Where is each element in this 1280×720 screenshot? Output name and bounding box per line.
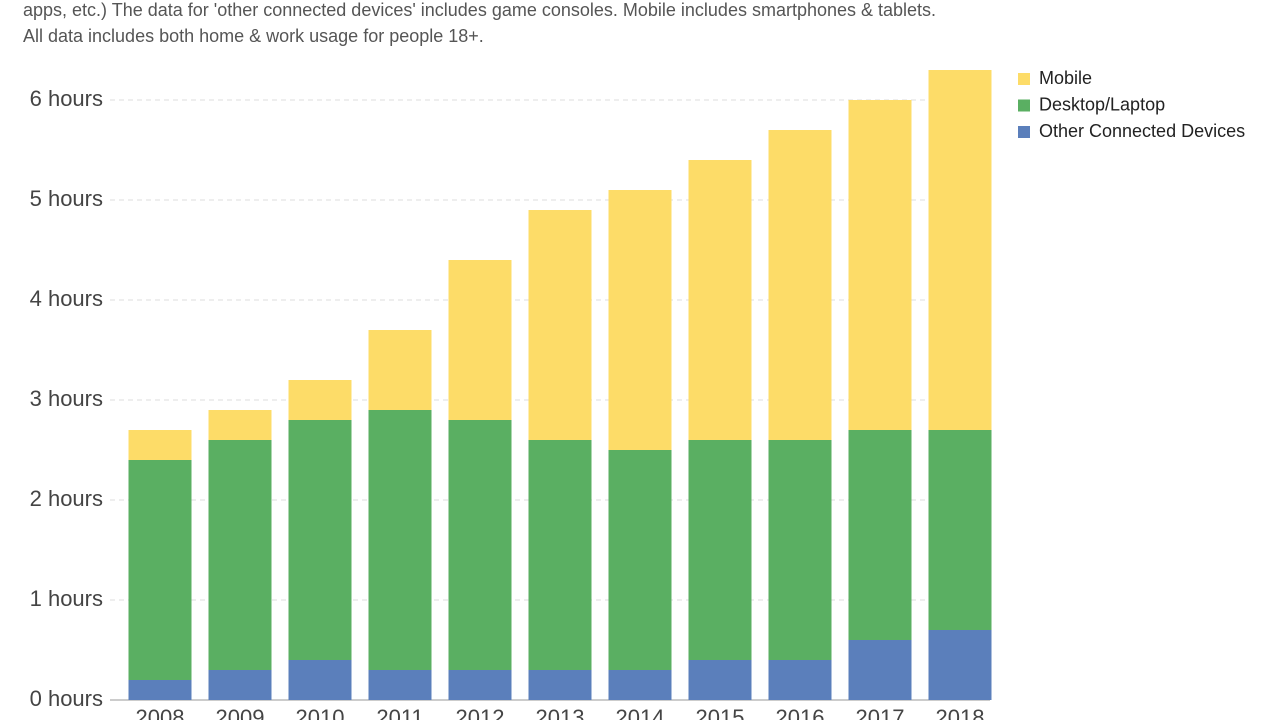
legend-label: Desktop/Laptop (1039, 94, 1165, 114)
bar-segment (688, 160, 752, 440)
bar-segment (208, 670, 272, 700)
y-tick-label: 0 hours (30, 686, 103, 711)
bar-segment (208, 410, 272, 440)
x-tick-label: 2018 (936, 705, 985, 720)
bar-segment (688, 660, 752, 700)
bar-segment (288, 380, 352, 420)
bar-segment (608, 450, 672, 670)
bar-segment (768, 660, 832, 700)
subtitle: apps, etc.) The data for 'other connecte… (23, 0, 936, 20)
bar-segment (128, 430, 192, 460)
legend-label: Mobile (1039, 68, 1092, 88)
x-tick-label: 2017 (856, 705, 905, 720)
bar-segment (448, 670, 512, 700)
legend-label: Other Connected Devices (1039, 121, 1245, 141)
y-tick-label: 1 hours (30, 586, 103, 611)
bar-segment (768, 440, 832, 660)
bar-segment (928, 430, 992, 630)
y-tick-label: 5 hours (30, 186, 103, 211)
y-tick-label: 6 hours (30, 86, 103, 111)
x-tick-label: 2010 (296, 705, 345, 720)
bar-segment (608, 670, 672, 700)
legend-swatch (1018, 126, 1030, 138)
bar-segment (928, 70, 992, 430)
bar-segment (528, 210, 592, 440)
bar-segment (528, 670, 592, 700)
bar-segment (848, 100, 912, 430)
bar-segment (768, 130, 832, 440)
bar-segment (448, 420, 512, 670)
y-tick-label: 2 hours (30, 486, 103, 511)
x-tick-label: 2013 (536, 705, 585, 720)
bar-segment (208, 440, 272, 670)
x-tick-label: 2014 (616, 705, 665, 720)
bar-segment (848, 640, 912, 700)
bar-segment (848, 430, 912, 640)
bar-segment (528, 440, 592, 670)
x-tick-label: 2015 (696, 705, 745, 720)
x-tick-label: 2009 (216, 705, 265, 720)
bar-segment (368, 330, 432, 410)
bar-segment (448, 260, 512, 420)
bar-segment (688, 440, 752, 660)
x-tick-label: 2012 (456, 705, 505, 720)
bar-segment (368, 670, 432, 700)
bar-segment (368, 410, 432, 670)
legend-swatch (1018, 99, 1030, 112)
subtitle: All data includes both home & work usage… (23, 26, 484, 46)
y-tick-label: 3 hours (30, 386, 103, 411)
legend-swatch (1018, 73, 1030, 85)
y-tick-label: 4 hours (30, 286, 103, 311)
bar-segment (288, 420, 352, 660)
x-tick-label: 2008 (136, 705, 185, 720)
bar-segment (928, 630, 992, 700)
bar-segment (128, 460, 192, 680)
bar-segment (288, 660, 352, 700)
bar-segment (608, 190, 672, 450)
x-tick-label: 2011 (376, 705, 423, 720)
bar-segment (128, 680, 192, 700)
x-tick-label: 2016 (776, 705, 825, 720)
